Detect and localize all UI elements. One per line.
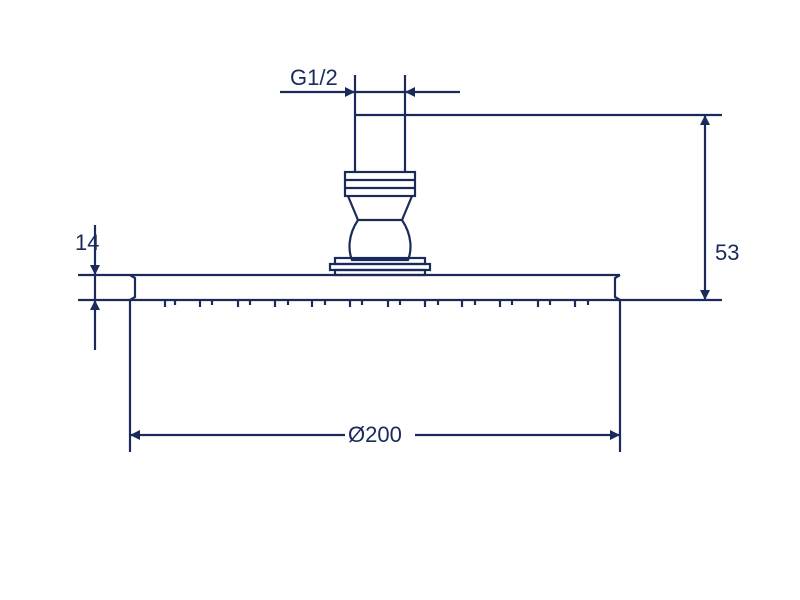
fitting bbox=[330, 115, 430, 275]
shower-head-body bbox=[130, 115, 620, 307]
label-thread: G1/2 bbox=[290, 65, 338, 90]
label-14: 14 bbox=[75, 230, 99, 255]
dim-thread: G1/2 bbox=[280, 65, 460, 115]
dim-diameter: Ø200 bbox=[130, 300, 620, 452]
technical-drawing: G1/2 14 53 Ø200 bbox=[0, 0, 800, 600]
label-diameter: Ø200 bbox=[348, 422, 402, 447]
dim-overall-height: 53 bbox=[405, 115, 739, 300]
label-53: 53 bbox=[715, 240, 739, 265]
dim-plate-thickness: 14 bbox=[75, 225, 130, 350]
